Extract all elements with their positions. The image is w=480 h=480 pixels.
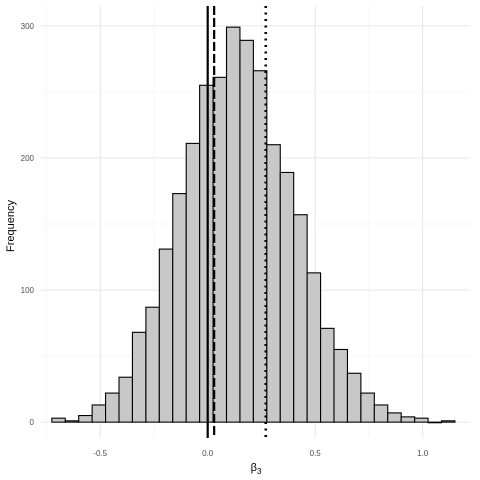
histogram-bar bbox=[105, 392, 120, 423]
histogram-bar bbox=[172, 193, 187, 423]
histogram-bar bbox=[373, 404, 389, 423]
bars bbox=[51, 26, 456, 424]
histogram-bar bbox=[387, 412, 402, 423]
histogram-bar bbox=[145, 306, 160, 423]
histogram-bar bbox=[239, 39, 254, 423]
reference-lines bbox=[206, 6, 268, 438]
histogram-bar bbox=[400, 416, 416, 423]
histogram-bar bbox=[51, 417, 66, 423]
y-tick-label: 300 bbox=[21, 22, 35, 31]
x-axis-title: β3 bbox=[251, 462, 262, 476]
histogram-bar bbox=[333, 348, 349, 423]
histogram-bar bbox=[427, 421, 443, 424]
histogram-bar bbox=[306, 272, 322, 423]
x-tick-label: -0.5 bbox=[93, 449, 107, 458]
histogram-bar bbox=[118, 376, 133, 423]
histogram-bar bbox=[279, 171, 295, 423]
x-tick-label: 0.5 bbox=[310, 449, 322, 458]
histogram-bar bbox=[440, 420, 456, 423]
x-tick-label: 0.0 bbox=[202, 449, 214, 458]
histogram-bar bbox=[91, 404, 107, 423]
histogram-bar bbox=[293, 214, 308, 423]
histogram-bar bbox=[360, 392, 375, 423]
histogram-bar bbox=[225, 26, 241, 423]
histogram-bar bbox=[266, 144, 281, 423]
x-axis-ticks: -0.5 0.0 0.5 1.0 bbox=[93, 449, 429, 458]
x-tick-label: 1.0 bbox=[417, 449, 429, 458]
histogram-bar bbox=[78, 414, 93, 423]
histogram-bar bbox=[346, 372, 362, 423]
histogram-bar bbox=[199, 84, 214, 423]
y-axis-title: Frequency bbox=[5, 200, 17, 252]
histogram-bar bbox=[320, 327, 335, 423]
y-axis-ticks: 0 100 200 300 bbox=[21, 22, 35, 427]
y-tick-label: 200 bbox=[21, 154, 35, 163]
histogram-bar bbox=[414, 417, 429, 423]
histogram-bar bbox=[64, 420, 80, 423]
histogram-bar bbox=[131, 331, 147, 423]
y-tick-label: 100 bbox=[21, 286, 35, 295]
y-tick-label: 0 bbox=[30, 418, 35, 427]
histogram-bar bbox=[158, 248, 174, 423]
histogram-bar bbox=[185, 142, 201, 423]
